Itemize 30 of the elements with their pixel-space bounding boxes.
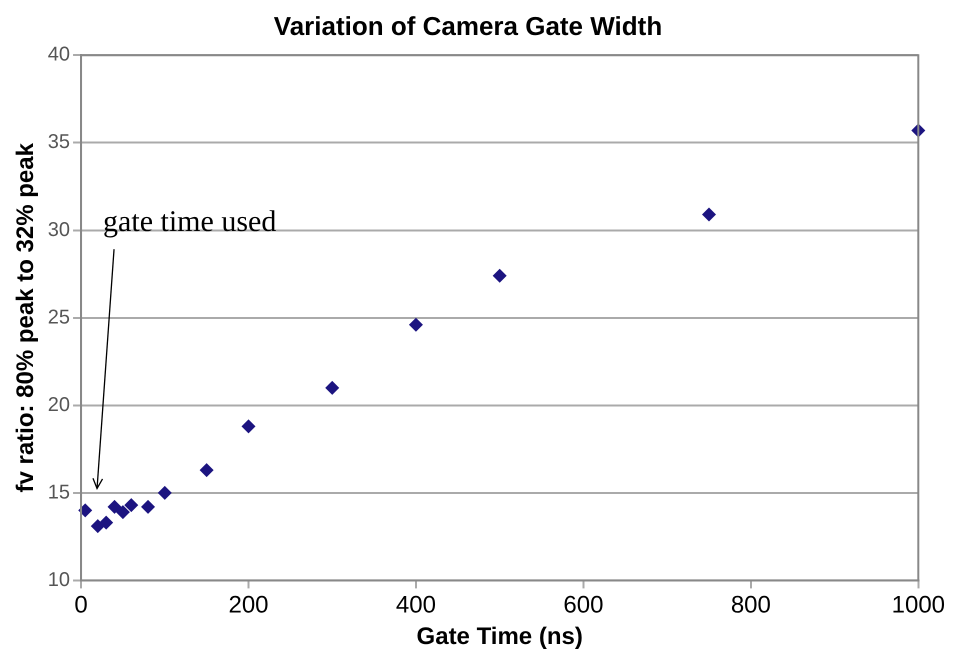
x-tick-label: 0 xyxy=(74,591,88,618)
x-tick-label: 600 xyxy=(563,591,604,618)
point xyxy=(158,486,172,500)
point xyxy=(124,498,138,512)
x-tick-label: 400 xyxy=(396,591,436,618)
point xyxy=(492,268,507,283)
y-tick-label: 15 xyxy=(48,481,70,504)
point xyxy=(702,208,716,222)
point xyxy=(242,419,256,434)
chart-title: Variation of Camera Gate Width xyxy=(274,10,662,41)
y-tick-label: 25 xyxy=(48,306,70,328)
x-tick-label: 800 xyxy=(730,591,771,618)
point xyxy=(325,380,340,395)
x-axis-title: Gate Time (ns) xyxy=(416,623,583,650)
y-axis-title: fv ratio: 80% peak to 32% peak xyxy=(12,142,40,493)
y-tick-label: 40 xyxy=(48,44,70,66)
point xyxy=(408,318,423,332)
point xyxy=(116,505,130,520)
y-tick-label: 30 xyxy=(48,218,70,241)
point xyxy=(200,463,214,478)
y-tick-label: 20 xyxy=(48,394,70,416)
annotation: gate time used xyxy=(103,205,276,238)
point xyxy=(90,519,105,534)
x-tick-label: 200 xyxy=(228,591,269,618)
point xyxy=(99,516,114,530)
y-tick-label: 35 xyxy=(48,131,70,154)
y-tick-label: 10 xyxy=(48,568,70,591)
point xyxy=(108,500,122,514)
point xyxy=(141,500,156,514)
x-tick-label: 1000 xyxy=(892,591,945,618)
